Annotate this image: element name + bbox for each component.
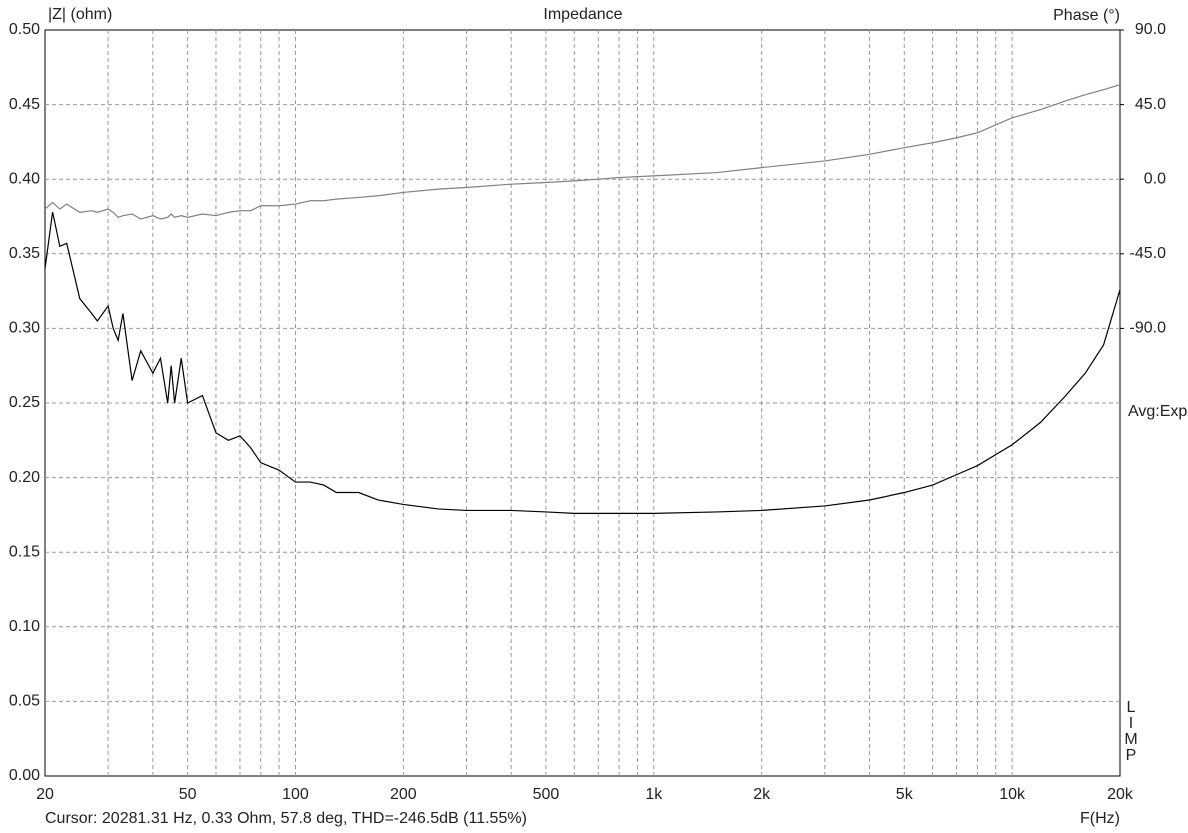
y2-tick-label: -90.0 [1130, 320, 1167, 337]
series-line [44, 84, 1121, 220]
y-tick-label: 0.15 [9, 543, 40, 560]
mode-label: Avg:Exp [1128, 403, 1187, 420]
x-tick-label: 500 [533, 786, 560, 803]
x-tick-label: 50 [179, 786, 197, 803]
y2-axis-label: Phase (°) [1053, 7, 1120, 24]
x-tick-label: 1k [645, 786, 663, 803]
x-tick-label: 20k [1107, 786, 1134, 803]
y-tick-label: 0.50 [9, 21, 40, 38]
y-tick-label: 0.30 [9, 320, 40, 337]
y-axis-label: |Z| (ohm) [48, 6, 112, 23]
y-tick-label: 0.25 [9, 394, 40, 411]
x-tick-label: 5k [896, 786, 914, 803]
y-tick-label: 0.40 [9, 170, 40, 187]
y2-tick-label: 0.0 [1144, 170, 1166, 187]
y-tick-label: 0.10 [9, 618, 40, 635]
x-tick-label: 2k [753, 786, 771, 803]
y-tick-label: 0.20 [9, 469, 40, 486]
y-tick-label: 0.45 [9, 96, 40, 113]
y2-tick-label: 45.0 [1135, 96, 1166, 113]
y-tick-label: 0.35 [9, 245, 40, 262]
y-tick-label: 0.00 [9, 767, 40, 784]
y2-tick-label: 90.0 [1135, 21, 1166, 38]
x-tick-label: 200 [390, 786, 417, 803]
chart-title: Impedance [543, 6, 622, 23]
x-axis-label: F(Hz) [1080, 810, 1120, 827]
x-tick-label: 20 [36, 786, 54, 803]
x-tick-label: 100 [282, 786, 309, 803]
cursor-readout: Cursor: 20281.31 Hz, 0.33 Ohm, 57.8 deg,… [45, 810, 527, 827]
y2-tick-label: -45.0 [1130, 245, 1167, 262]
y-tick-label: 0.05 [9, 693, 40, 710]
x-tick-label: 10k [999, 786, 1026, 803]
series-line [44, 211, 1121, 515]
